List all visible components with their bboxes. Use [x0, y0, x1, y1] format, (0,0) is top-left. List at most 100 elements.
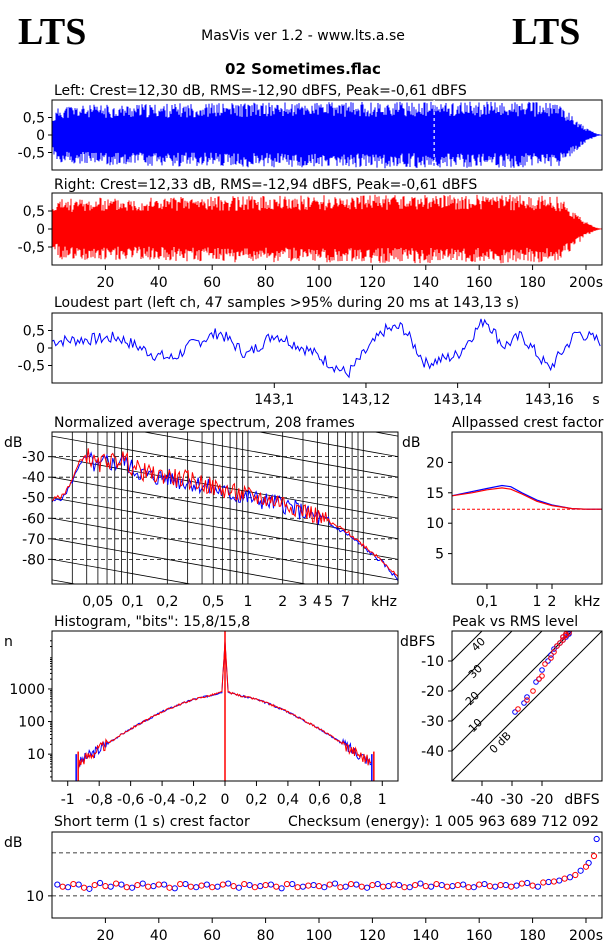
spectrum-frame — [51, 431, 399, 585]
pvr-diagonal — [452, 631, 483, 662]
pvr-point — [536, 676, 542, 682]
x-tick-label: 1 — [532, 594, 541, 610]
st-point — [545, 878, 552, 886]
pvr-point — [548, 652, 554, 658]
st-point — [326, 881, 333, 888]
pvr-point — [557, 640, 563, 646]
st-frame — [51, 831, 603, 919]
st-point — [406, 884, 413, 891]
y-axis-label: dBFS — [400, 634, 435, 650]
y-tick-label: -30 — [421, 714, 444, 730]
st-point — [64, 884, 72, 891]
pvr-point — [554, 643, 560, 649]
x-tick-label: 180 — [519, 275, 546, 291]
st-point — [582, 863, 590, 870]
x-tick-label: -0,2 — [180, 792, 207, 808]
x-tick-label: 143,16 — [525, 392, 574, 408]
st-point — [118, 881, 125, 888]
g-right-signal — [52, 194, 602, 264]
st-point — [70, 880, 77, 888]
st-point — [102, 883, 109, 890]
y-tick-label: 10 — [426, 516, 444, 532]
st-point — [267, 881, 275, 888]
st-point — [123, 884, 130, 891]
x-tick-label: 0,1 — [476, 594, 498, 610]
x-tick-label: 0,6 — [308, 792, 330, 808]
grid-slope — [52, 517, 398, 581]
st-point — [182, 880, 189, 888]
crest-right-line — [452, 487, 602, 510]
short-term-crest-plot: dB 10 20 40 60 80 100 120 140 160 180 200s — [4, 831, 603, 944]
st-point — [134, 881, 141, 889]
x-tick-label: 0,05 — [82, 594, 113, 610]
pvr-diagonal-label: 30 — [466, 662, 485, 681]
x-tick-label: 40 — [150, 275, 168, 291]
x-tick-label: 0,8 — [340, 792, 362, 808]
x-tick-label: -0,8 — [86, 792, 113, 808]
st-point — [107, 883, 114, 890]
st-point — [347, 880, 355, 888]
x-tick-label: 0,1 — [121, 594, 143, 610]
st-point — [342, 883, 349, 890]
st-point — [363, 884, 371, 891]
x-tick-label: 0,2 — [156, 594, 178, 610]
checksum-text: Checksum (energy): 1 005 963 689 712 092 — [288, 814, 599, 830]
st-point — [337, 884, 344, 891]
y-tick-label: 0,5 — [23, 204, 45, 220]
st-point — [534, 883, 542, 890]
st-point — [278, 885, 285, 892]
y-tick-label: 10 — [26, 889, 44, 905]
pvr-point — [530, 688, 536, 694]
st-point — [481, 880, 488, 888]
left-waveform-title: Left: Crest=12,30 dB, RMS=-12,90 dBFS, P… — [54, 83, 467, 99]
x-tick-label: 20 — [96, 928, 114, 944]
logo-left: LTS — [18, 11, 86, 53]
pvr-diagonal-label: 40 — [469, 635, 488, 654]
st-point — [193, 884, 200, 891]
x-tick-label: 0,2 — [245, 792, 267, 808]
st-point — [171, 885, 178, 892]
st-point — [187, 883, 194, 890]
x-tick-label: 160 — [466, 275, 493, 291]
pvr-point — [566, 631, 572, 636]
histogram-title: Histogram, "bits": 15,8/15,8 — [54, 614, 250, 630]
st-point — [177, 880, 184, 888]
st-point — [497, 881, 504, 889]
x-tick-label: 0,4 — [277, 792, 299, 808]
spectrum-plot: dB-30 -40 -50 -60 -70 -80 0,05 0,1 0,2 0,5 1 2 3 4 5 7 k… — [4, 431, 399, 610]
st-point — [593, 835, 600, 843]
st-point — [374, 880, 381, 888]
st-point — [577, 867, 584, 874]
histogram-plot: n 1000 100 10 -1 -0,8 -0,6 -0,4 -0,2 0 0,2 0,4 0,6 0,… — [4, 630, 399, 808]
y-tick-label: 1000 — [9, 682, 45, 698]
st-point — [283, 880, 291, 888]
pvr-title: Peak vs RMS level — [452, 614, 578, 630]
st-point — [395, 881, 403, 889]
x-unit-label: kHz — [574, 594, 600, 610]
y-axis-label: n — [4, 634, 13, 650]
pvr-diagonal-label: 10 — [466, 716, 485, 735]
st-point — [257, 883, 264, 890]
app-title: MasVis ver 1.2 - www.lts.a.se — [201, 28, 405, 44]
x-tick-label: 20 — [96, 275, 114, 291]
g-left-signal — [52, 101, 602, 169]
y-tick-label: 15 — [426, 486, 444, 502]
x-tick-label: 143,12 — [341, 392, 390, 408]
y-tick-label: -40 — [22, 470, 45, 486]
pvr-point — [542, 661, 548, 667]
st-point — [235, 884, 242, 891]
st-point — [438, 881, 445, 889]
st-point — [412, 881, 419, 889]
st-point — [540, 879, 547, 886]
y-tick-label: -0,5 — [18, 146, 45, 162]
st-point — [59, 883, 66, 890]
file-title: 02 Sometimes.flac — [225, 60, 381, 78]
x-tick-label: 80 — [257, 275, 275, 291]
st-point — [75, 881, 82, 888]
st-point — [289, 880, 296, 888]
y-tick-label: 0 — [36, 341, 45, 357]
st-point — [433, 880, 440, 888]
st-point — [273, 883, 280, 890]
pvr-point — [524, 697, 530, 703]
